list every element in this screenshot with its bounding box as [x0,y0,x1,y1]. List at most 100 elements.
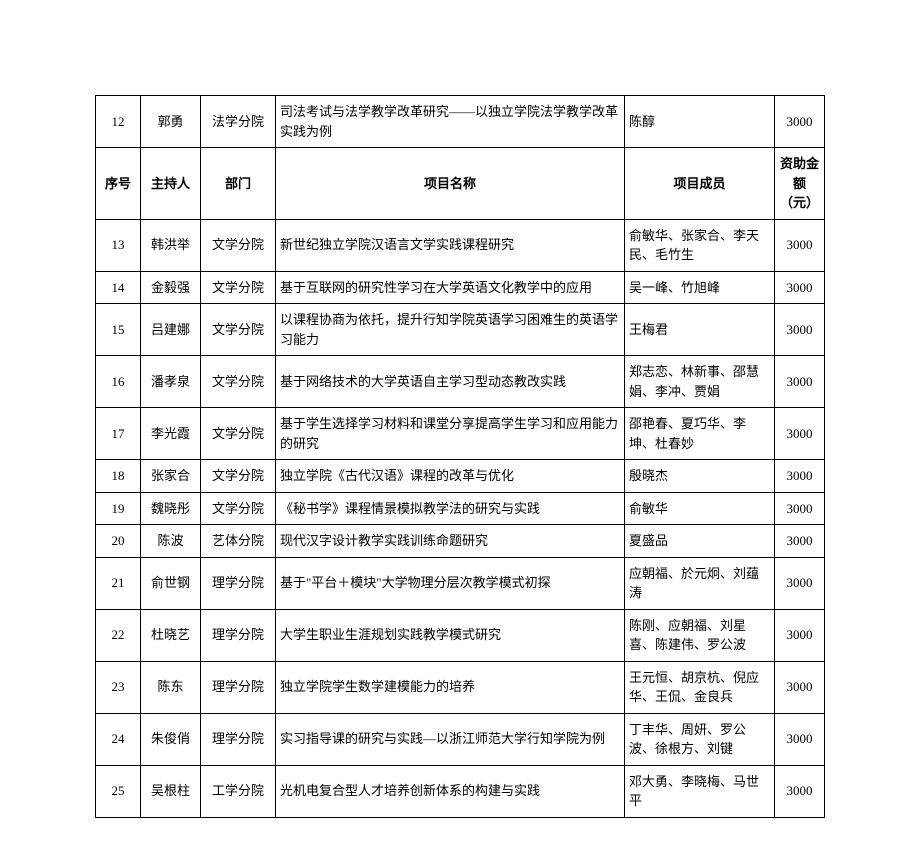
cell-members: 郑志恋、林新事、邵慧娟、李冲、贾娟 [625,356,775,408]
cell-members: 邓大勇、李晓梅、马世平 [625,765,775,817]
header-id: 序号 [96,148,141,220]
cell-project-name: 司法考试与法学教学改革研究——以独立学院法学教学改革实践为例 [276,96,625,148]
cell-project-name: 新世纪独立学院汉语言文学实践课程研究 [276,219,625,271]
cell-host: 陈波 [141,525,201,558]
cell-id: 22 [96,609,141,661]
cell-fund: 3000 [775,271,825,304]
table-row: 15吕建娜文学分院以课程协商为依托，提升行知学院英语学习困难生的英语学习能力王梅… [96,304,825,356]
cell-dept: 文学分院 [201,460,276,493]
cell-id: 16 [96,356,141,408]
cell-host: 韩洪举 [141,219,201,271]
cell-fund: 3000 [775,460,825,493]
cell-members: 王梅君 [625,304,775,356]
cell-fund: 3000 [775,557,825,609]
table-row: 14金毅强文学分院基于互联网的研究性学习在大学英语文化教学中的应用吴一峰、竹旭峰… [96,271,825,304]
table-row: 24朱俊俏理学分院实习指导课的研究与实践—以浙江师范大学行知学院为例丁丰华、周妍… [96,713,825,765]
cell-members: 邵艳春、夏巧华、李坤、杜春妙 [625,408,775,460]
cell-host: 潘孝泉 [141,356,201,408]
cell-project-name: 独立学院学生数学建模能力的培养 [276,661,625,713]
cell-host: 李光霞 [141,408,201,460]
cell-host: 吴根柱 [141,765,201,817]
table-row: 25吴根柱工学分院光机电复合型人才培养创新体系的构建与实践邓大勇、李晓梅、马世平… [96,765,825,817]
header-project-name: 项目名称 [276,148,625,220]
cell-host: 金毅强 [141,271,201,304]
cell-members: 应朝福、於元炯、刘蕴涛 [625,557,775,609]
table-row: 20陈波艺体分院现代汉字设计教学实践训练命题研究夏盛品3000 [96,525,825,558]
table-row: 23陈东理学分院独立学院学生数学建模能力的培养王元恒、胡京杭、倪应华、王侃、金良… [96,661,825,713]
cell-id: 23 [96,661,141,713]
cell-dept: 文学分院 [201,408,276,460]
table-row: 19魏晓彤文学分院《秘书学》课程情景模拟教学法的研究与实践俞敏华3000 [96,492,825,525]
table-row: 16潘孝泉文学分院基于网络技术的大学英语自主学习型动态教改实践郑志恋、林新事、邵… [96,356,825,408]
cell-project-name: 光机电复合型人才培养创新体系的构建与实践 [276,765,625,817]
cell-host: 吕建娜 [141,304,201,356]
cell-fund: 3000 [775,609,825,661]
cell-fund: 3000 [775,713,825,765]
cell-dept: 工学分院 [201,765,276,817]
cell-id: 15 [96,304,141,356]
cell-members: 殷晓杰 [625,460,775,493]
table-header: 序号主持人部门项目名称项目成员资助金额（元） [96,148,825,220]
cell-id: 20 [96,525,141,558]
header-host: 主持人 [141,148,201,220]
table-row: 17李光霞文学分院基于学生选择学习材料和课堂分享提高学生学习和应用能力的研究邵艳… [96,408,825,460]
cell-host: 俞世钢 [141,557,201,609]
cell-id: 12 [96,96,141,148]
cell-host: 杜晓艺 [141,609,201,661]
table-row: 18张家合文学分院独立学院《古代汉语》课程的改革与优化殷晓杰3000 [96,460,825,493]
cell-fund: 3000 [775,525,825,558]
cell-id: 18 [96,460,141,493]
cell-id: 19 [96,492,141,525]
cell-project-name: 《秘书学》课程情景模拟教学法的研究与实践 [276,492,625,525]
table-row: 13韩洪举文学分院新世纪独立学院汉语言文学实践课程研究俞敏华、张家合、李天民、毛… [96,219,825,271]
cell-dept: 文学分院 [201,492,276,525]
projects-table: 12郭勇法学分院司法考试与法学教学改革研究——以独立学院法学教学改革实践为例陈醇… [95,95,825,818]
cell-members: 陈刚、应朝福、刘星喜、陈建伟、罗公波 [625,609,775,661]
cell-dept: 理学分院 [201,713,276,765]
header-dept: 部门 [201,148,276,220]
cell-fund: 3000 [775,356,825,408]
table-row: 12郭勇法学分院司法考试与法学教学改革研究——以独立学院法学教学改革实践为例陈醇… [96,96,825,148]
cell-dept: 文学分院 [201,304,276,356]
cell-members: 俞敏华 [625,492,775,525]
cell-project-name: 基于学生选择学习材料和课堂分享提高学生学习和应用能力的研究 [276,408,625,460]
cell-members: 丁丰华、周妍、罗公波、徐根方、刘键 [625,713,775,765]
cell-host: 魏晓彤 [141,492,201,525]
cell-dept: 艺体分院 [201,525,276,558]
cell-project-name: 大学生职业生涯规划实践教学模式研究 [276,609,625,661]
cell-members: 夏盛品 [625,525,775,558]
cell-fund: 3000 [775,492,825,525]
cell-dept: 文学分院 [201,219,276,271]
cell-id: 25 [96,765,141,817]
cell-dept: 法学分院 [201,96,276,148]
cell-id: 24 [96,713,141,765]
cell-members: 王元恒、胡京杭、倪应华、王侃、金良兵 [625,661,775,713]
header-fund: 资助金额（元） [775,148,825,220]
cell-dept: 理学分院 [201,609,276,661]
cell-project-name: 以课程协商为依托，提升行知学院英语学习困难生的英语学习能力 [276,304,625,356]
cell-dept: 理学分院 [201,557,276,609]
cell-fund: 3000 [775,219,825,271]
table-row: 21俞世钢理学分院基于"平台＋模块"大学物理分层次教学模式初探应朝福、於元炯、刘… [96,557,825,609]
cell-host: 郭勇 [141,96,201,148]
cell-host: 张家合 [141,460,201,493]
cell-fund: 3000 [775,408,825,460]
cell-id: 21 [96,557,141,609]
cell-members: 陈醇 [625,96,775,148]
cell-project-name: 实习指导课的研究与实践—以浙江师范大学行知学院为例 [276,713,625,765]
cell-id: 13 [96,219,141,271]
header-members: 项目成员 [625,148,775,220]
cell-fund: 3000 [775,661,825,713]
cell-id: 17 [96,408,141,460]
table-row: 22杜晓艺理学分院大学生职业生涯规划实践教学模式研究陈刚、应朝福、刘星喜、陈建伟… [96,609,825,661]
cell-dept: 文学分院 [201,271,276,304]
cell-host: 朱俊俏 [141,713,201,765]
cell-dept: 理学分院 [201,661,276,713]
cell-project-name: 现代汉字设计教学实践训练命题研究 [276,525,625,558]
cell-dept: 文学分院 [201,356,276,408]
cell-id: 14 [96,271,141,304]
cell-project-name: 基于互联网的研究性学习在大学英语文化教学中的应用 [276,271,625,304]
cell-project-name: 基于"平台＋模块"大学物理分层次教学模式初探 [276,557,625,609]
cell-fund: 3000 [775,304,825,356]
cell-members: 俞敏华、张家合、李天民、毛竹生 [625,219,775,271]
